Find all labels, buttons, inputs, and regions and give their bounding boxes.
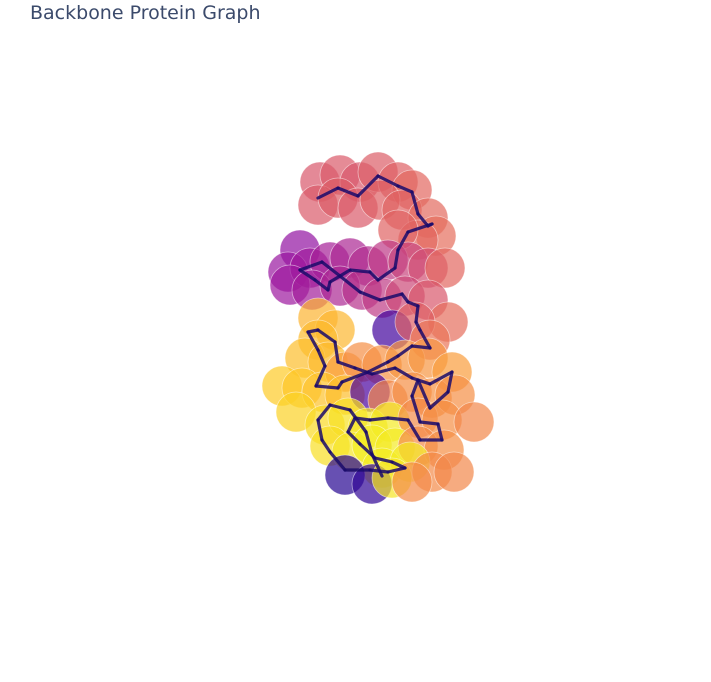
backbone-edge — [353, 366, 374, 376]
backbone-edge — [386, 354, 400, 364]
backbone-edge — [418, 328, 432, 350]
backbone-edge — [328, 403, 352, 412]
backbone-edges-layer — [298, 174, 454, 478]
backbone-edge — [396, 230, 410, 252]
backbone-edge — [410, 376, 432, 386]
backbone-edge — [348, 408, 368, 434]
backbone-edge — [340, 370, 370, 384]
backbone-edge — [316, 328, 337, 344]
backbone-edge — [348, 268, 372, 274]
backbone-edge — [378, 292, 404, 302]
backbone-edge — [336, 186, 360, 198]
backbone-edge — [356, 174, 380, 198]
backbone-edge — [338, 274, 362, 294]
backbone-edge — [406, 418, 422, 442]
backbone-edge — [298, 268, 317, 282]
backbone-edge — [418, 420, 440, 426]
backbone-edge — [358, 290, 382, 302]
backbone-edge — [298, 260, 324, 272]
backbone-edge — [316, 403, 332, 422]
backbone-edge — [416, 212, 430, 228]
backbone-edge — [386, 466, 407, 474]
backbone-edge — [436, 422, 444, 442]
backbone-edge — [416, 378, 432, 410]
chart-title: Backbone Protein Graph — [30, 2, 261, 24]
backbone-edge — [373, 456, 394, 464]
backbone-edge — [393, 366, 414, 380]
backbone-edge — [333, 340, 340, 364]
backbone-edge — [406, 222, 434, 234]
backbone-edge — [320, 438, 332, 454]
backbone-edge — [313, 278, 330, 292]
backbone-edge — [410, 378, 420, 398]
nodes-layer — [261, 151, 495, 505]
residue-node[interactable] — [433, 451, 475, 493]
residue-node[interactable] — [424, 247, 466, 289]
backbone-edge — [396, 344, 414, 358]
backbone-edge — [410, 344, 432, 350]
backbone-edge — [376, 174, 400, 188]
backbone-edge — [386, 416, 410, 422]
backbone-edge — [346, 430, 362, 446]
residue-node[interactable] — [391, 461, 433, 503]
backbone-edge — [306, 328, 320, 334]
backbone-edge — [316, 418, 324, 442]
backbone-edge — [410, 190, 420, 216]
backbone-edge — [364, 430, 374, 456]
backbone-edge — [370, 452, 384, 478]
backbone-edge — [366, 360, 390, 374]
backbone-edge — [376, 266, 397, 282]
backbone-edge — [314, 364, 327, 388]
backbone-edge — [314, 384, 340, 390]
backbone-edge — [368, 416, 390, 422]
backbone-edge — [446, 370, 454, 394]
backbone-edge — [320, 260, 342, 278]
backbone-edge — [396, 184, 414, 194]
backbone-edge — [328, 450, 347, 472]
backbone-edge — [414, 304, 420, 324]
backbone-edge — [316, 348, 327, 368]
backbone-edge — [368, 270, 380, 282]
backbone-edge — [306, 330, 320, 352]
backbone-edge — [400, 292, 410, 304]
backbone-edge — [410, 394, 422, 424]
backbone-edge — [406, 300, 420, 308]
residue-node[interactable] — [453, 401, 495, 443]
backbone-edge — [428, 390, 450, 410]
backbone-edge — [316, 186, 340, 200]
backbone-edge — [336, 360, 357, 370]
backbone-edge — [428, 370, 454, 386]
backbone-edge — [346, 416, 357, 434]
backbone-edge — [393, 248, 400, 270]
backbone-edge — [370, 366, 397, 376]
